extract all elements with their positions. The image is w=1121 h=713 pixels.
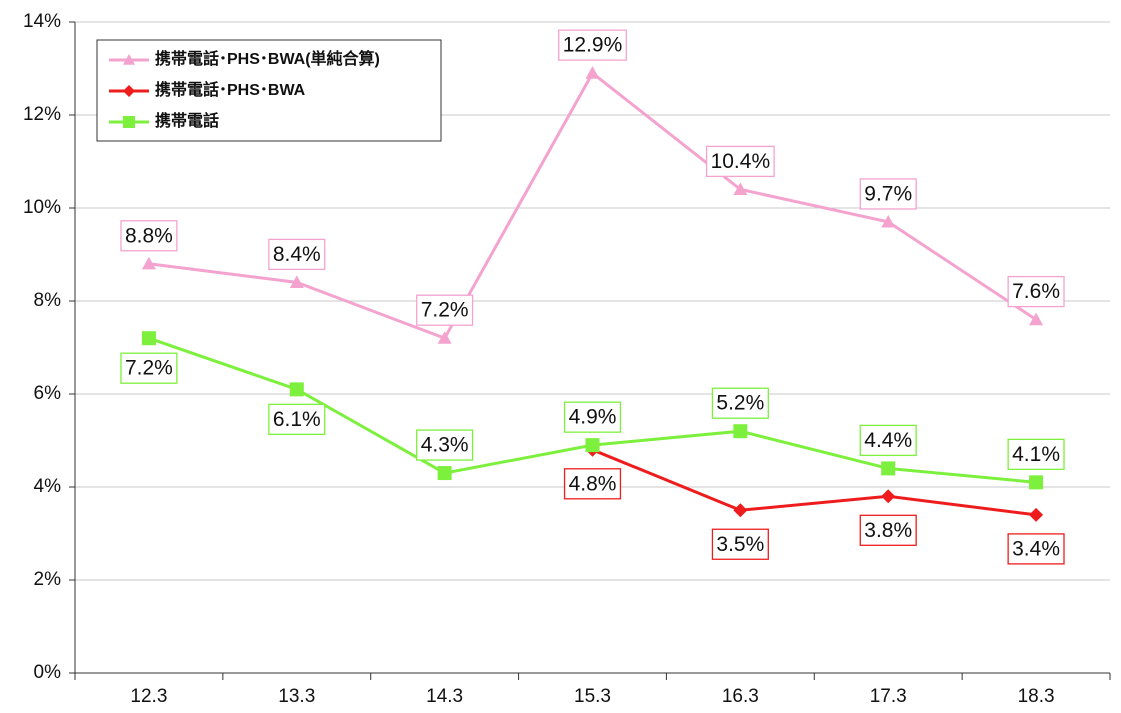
x-tick-label: 15.3: [574, 686, 611, 707]
value-label-box: [563, 468, 622, 500]
x-tick-label: 13.3: [278, 686, 315, 707]
legend-label: 携帯電話: [155, 111, 219, 130]
value-label: 4.3%: [421, 434, 469, 457]
legend-label: 携帯電話･PHS･BWA: [155, 80, 306, 99]
x-tick-label: 18.3: [1018, 686, 1055, 707]
value-label-box: [1007, 533, 1065, 565]
value-label-box: [563, 401, 622, 433]
y-tick-label: 2%: [34, 569, 62, 590]
legend-box: [96, 39, 442, 142]
marker: [733, 182, 748, 195]
x-tick-label: 12.3: [130, 686, 167, 707]
value-label-box: [416, 429, 474, 461]
value-label: 7.2%: [125, 357, 173, 380]
value-label: 3.8%: [864, 519, 912, 542]
marker: [585, 438, 600, 453]
marker: [289, 382, 304, 397]
y-tick-label: 6%: [34, 383, 62, 404]
marker: [1029, 312, 1044, 326]
marker: [1029, 507, 1044, 522]
x-tick-label: 16.3: [722, 686, 759, 707]
marker: [733, 503, 748, 518]
legend-marker: [123, 116, 135, 128]
marker: [733, 424, 748, 439]
x-tick-label: 14.3: [426, 686, 463, 707]
marker: [289, 275, 304, 288]
value-label: 4.4%: [864, 429, 912, 452]
y-tick-label: 4%: [34, 476, 62, 497]
legend-marker: [123, 85, 135, 97]
value-label-box: [711, 387, 769, 419]
value-label: 7.6%: [1012, 280, 1060, 303]
legend-marker: [123, 54, 135, 65]
y-tick-label: 0%: [34, 662, 62, 683]
value-label-box: [268, 403, 326, 436]
value-label-box: [416, 294, 474, 326]
y-tick-label: 12%: [23, 104, 61, 125]
marker: [141, 331, 156, 346]
value-label: 10.4%: [711, 150, 771, 173]
marker: [881, 461, 896, 476]
marker: [437, 466, 452, 481]
value-label: 3.4%: [1012, 537, 1060, 560]
x-tick-label: 17.3: [870, 686, 907, 707]
value-label: 5.2%: [716, 392, 764, 415]
y-tick-label: 10%: [23, 197, 61, 218]
value-label: 12.9%: [563, 34, 623, 57]
value-label: 8.8%: [125, 224, 173, 247]
value-label-box: [558, 29, 627, 61]
value-label: 7.2%: [421, 299, 469, 322]
value-label-box: [268, 238, 326, 271]
value-label: 3.5%: [716, 533, 764, 556]
value-label-box: [120, 352, 178, 384]
value-label-box: [859, 178, 917, 210]
value-label-box: [859, 514, 917, 546]
legend-label: 携帯電話･PHS･BWA(単純合算): [155, 49, 380, 68]
value-label: 4.9%: [569, 406, 617, 429]
value-label: 6.1%: [273, 408, 321, 431]
value-label-box: [120, 220, 178, 252]
marker: [141, 256, 156, 270]
marker: [437, 331, 452, 344]
value-label-box: [859, 424, 917, 457]
value-label-box: [711, 528, 769, 560]
y-tick-label: 14%: [23, 11, 61, 32]
y-tick-label: 8%: [34, 290, 62, 311]
marker: [585, 66, 600, 79]
marker: [881, 214, 896, 228]
series-line: [591, 448, 1037, 517]
value-label: 8.4%: [273, 243, 321, 266]
marker: [1029, 475, 1044, 490]
value-label: 4.8%: [569, 472, 617, 495]
marker: [881, 489, 896, 504]
value-label: 9.7%: [864, 182, 912, 205]
value-label-box: [1007, 438, 1065, 471]
value-label: 4.1%: [1012, 443, 1060, 466]
value-label-box: [1007, 275, 1065, 308]
value-label-box: [705, 145, 775, 178]
